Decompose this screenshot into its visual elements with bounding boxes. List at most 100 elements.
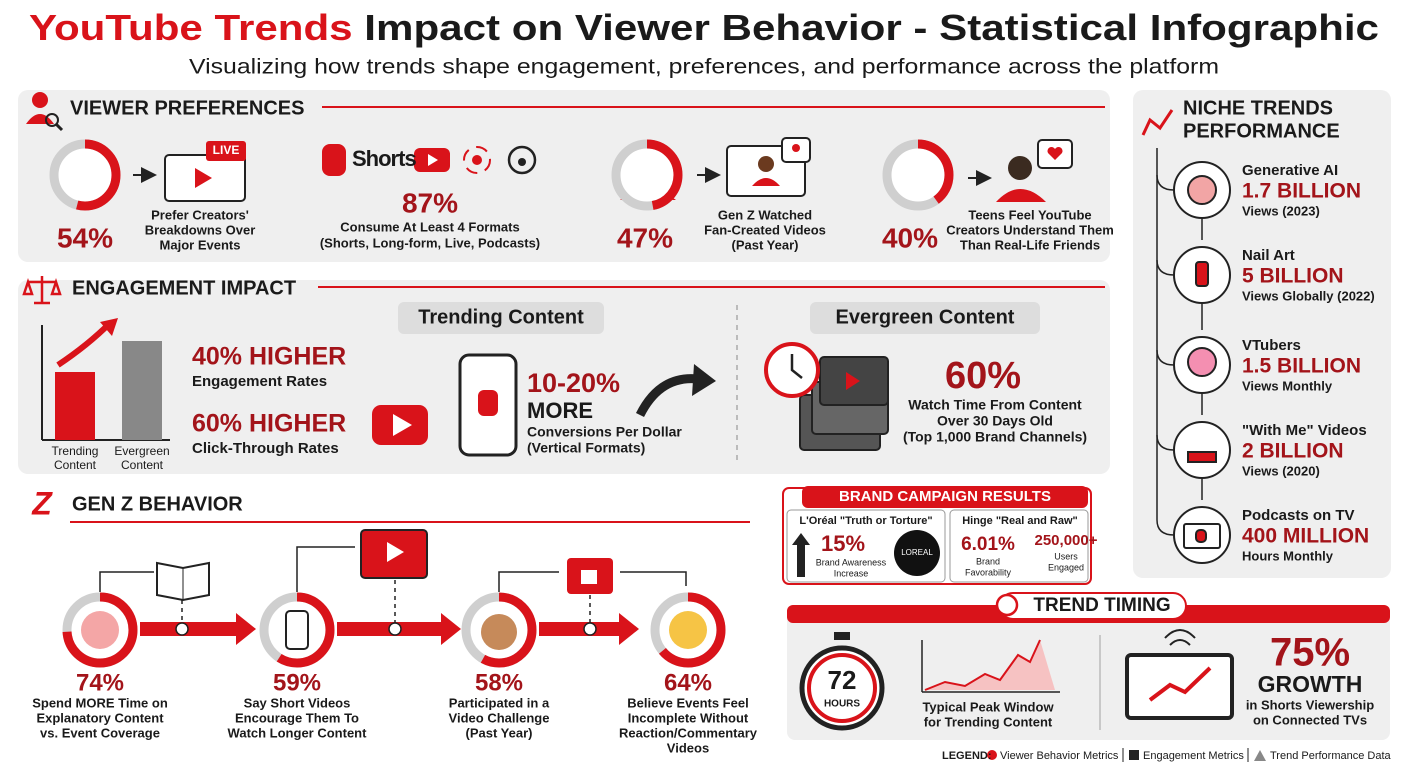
mini-area-chart bbox=[921, 639, 1060, 693]
stat: 15% bbox=[821, 531, 865, 556]
legend-item: Engagement Metrics bbox=[1143, 750, 1244, 762]
ring-arc bbox=[62, 592, 138, 668]
stat-text: Engaged bbox=[1048, 562, 1084, 572]
panel-timing bbox=[787, 605, 1390, 740]
ring-arc bbox=[650, 592, 726, 668]
stat-text: Creators Understand Them bbox=[946, 222, 1114, 237]
stat-text: Users bbox=[1054, 551, 1078, 561]
stat-text: Watch Time From Content bbox=[908, 397, 1082, 413]
stat-text: on Connected TVs bbox=[1253, 712, 1367, 727]
icon-trend bbox=[1141, 109, 1174, 136]
arrow-head bbox=[692, 364, 716, 396]
stat-text: Believe Events Feel bbox=[627, 695, 748, 710]
stat: 74% bbox=[76, 669, 124, 696]
icon-clock bbox=[995, 593, 1019, 617]
stat-text: Teens Feel YouTube bbox=[968, 207, 1091, 222]
stat-text: (Top 1,000 Brand Channels) bbox=[903, 429, 1087, 445]
subtitle: Visualizing how trends shape engagement,… bbox=[189, 56, 1219, 79]
niche-value: 1.5 BILLION bbox=[1242, 355, 1361, 378]
panel-title: Trending Content bbox=[418, 306, 584, 328]
stat-text: Reaction/Commentary bbox=[619, 725, 758, 740]
stat-text: Major Events bbox=[160, 237, 241, 252]
stat-text: Favorability bbox=[965, 567, 1012, 577]
caption: Typical Peak Window bbox=[922, 699, 1054, 714]
icon-video bbox=[360, 529, 428, 579]
ring-arc bbox=[461, 592, 537, 668]
bar-label: Evergreen bbox=[114, 444, 169, 458]
stat-text: Increase bbox=[834, 568, 869, 578]
legend-label: LEGEND: bbox=[942, 750, 992, 762]
icon-camera bbox=[164, 141, 246, 202]
legend-swatch bbox=[987, 750, 997, 760]
pill bbox=[810, 302, 1040, 334]
flow-arrows bbox=[140, 613, 639, 645]
icon-tv bbox=[1125, 629, 1234, 720]
campaign-name: L'Oréal "Truth or Torture" bbox=[799, 515, 932, 527]
stat: 6.01% bbox=[961, 534, 1015, 555]
icon-stopwatch bbox=[799, 632, 885, 731]
stat: 59% bbox=[273, 669, 321, 696]
icon-phone bbox=[285, 610, 309, 650]
title-rest: Impact on Viewer Behavior - Statistical … bbox=[364, 7, 1379, 48]
stat-text: Participated in a bbox=[449, 695, 550, 710]
stat-text: Explanatory Content bbox=[36, 710, 164, 725]
icon-video-call bbox=[726, 137, 811, 197]
niche-note: Views (2023) bbox=[1242, 203, 1320, 218]
niche-name: Podcasts on TV bbox=[1242, 507, 1355, 524]
logo-circle bbox=[894, 530, 940, 576]
niche-tree bbox=[1156, 148, 1203, 536]
ring-arc bbox=[259, 592, 335, 668]
stat-text: Fan-Created Videos bbox=[704, 222, 826, 237]
bar-label: Content bbox=[54, 458, 97, 472]
live-badge: LIVE bbox=[213, 143, 240, 157]
stat: 60% HIGHER bbox=[192, 410, 346, 438]
icon-heart-chat bbox=[996, 139, 1073, 202]
brand-card bbox=[949, 509, 1089, 583]
stat-text: (Vertical Formats) bbox=[527, 440, 645, 456]
stat: 64% bbox=[664, 669, 712, 696]
stat-text: Brand bbox=[976, 556, 1000, 566]
stat: MORE bbox=[527, 398, 593, 423]
mini-bar-chart bbox=[41, 318, 170, 441]
section-heading: VIEWER PREFERENCES bbox=[70, 97, 304, 119]
legend-swatch bbox=[1129, 750, 1139, 760]
legend-swatch bbox=[1254, 750, 1266, 761]
title-highlight: YouTube Trends bbox=[29, 7, 353, 48]
stat: 87% bbox=[402, 187, 458, 218]
section-heading: GEN Z BEHAVIOR bbox=[72, 493, 243, 515]
ring-arc bbox=[49, 139, 121, 211]
niche-name: "With Me" Videos bbox=[1242, 422, 1367, 439]
pill bbox=[398, 302, 604, 334]
shorts-logo: Shorts bbox=[352, 146, 416, 171]
panel-viewer bbox=[18, 90, 1110, 262]
niche-value: 400 MILLION bbox=[1242, 525, 1369, 548]
niche-name: Nail Art bbox=[1242, 247, 1295, 264]
legend-item: Viewer Behavior Metrics bbox=[1000, 750, 1119, 762]
stat: 40% HIGHER bbox=[192, 343, 346, 371]
section-heading: TREND TIMING bbox=[1033, 595, 1170, 616]
stat-text: Videos bbox=[667, 740, 709, 755]
stat-text: Click-Through Rates bbox=[192, 440, 339, 457]
title: YouTube Trends Impact on Viewer Behavior… bbox=[29, 7, 1379, 48]
icon-person bbox=[26, 92, 64, 132]
emoji bbox=[669, 611, 707, 649]
niche-note: Views (2020) bbox=[1242, 463, 1320, 478]
legend-item: Trend Performance Data bbox=[1270, 750, 1392, 762]
niche-icons bbox=[1173, 161, 1231, 564]
niche-value: 5 BILLION bbox=[1242, 265, 1344, 288]
brand-title-bar bbox=[802, 486, 1088, 508]
stat-text: Prefer Creators' bbox=[151, 207, 249, 222]
icon-scale bbox=[22, 276, 62, 305]
stat: 75% bbox=[1270, 631, 1350, 675]
panel-title: Evergreen Content bbox=[836, 306, 1015, 328]
stat-text: (Shorts, Long-form, Live, Podcasts) bbox=[320, 235, 540, 250]
icon-brain bbox=[81, 611, 119, 649]
section-heading: ENGAGEMENT IMPACT bbox=[72, 277, 296, 299]
stat: 47% bbox=[617, 222, 673, 253]
icon-up-arrow bbox=[792, 533, 810, 577]
stat: GROWTH bbox=[1258, 671, 1363, 697]
stat: 250,000+ bbox=[1035, 532, 1098, 549]
stat-text: Encourage Them To bbox=[235, 710, 359, 725]
caption: for Trending Content bbox=[924, 714, 1053, 729]
section-heading: PERFORMANCE bbox=[1183, 120, 1340, 142]
